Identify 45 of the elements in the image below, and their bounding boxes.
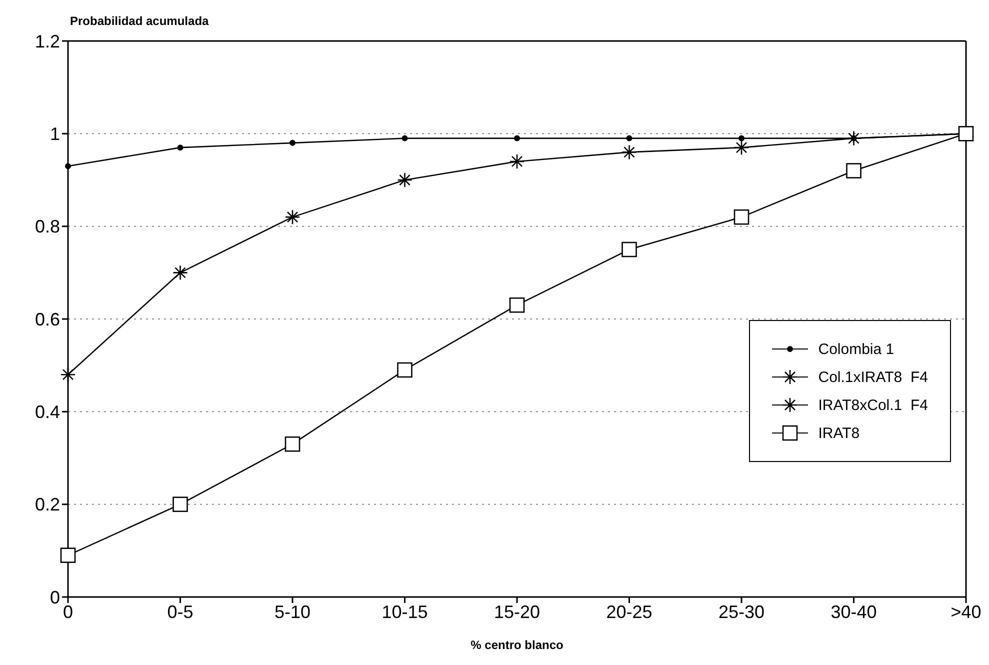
legend-label: Colombia 1 [818,340,894,358]
x-tick-label: 10-15 [382,602,428,622]
y-tick-label: 0 [50,587,60,608]
point [846,130,862,146]
x-tick-label: 30-40 [830,602,877,622]
point [290,140,296,146]
point [622,242,637,258]
point [402,135,408,142]
x-tick-label: 0 [62,602,74,622]
legend-label: Col.1xIRAT8 F4 [818,368,928,386]
x-tick-label: >40 [950,602,982,622]
x-tick-label: 5-10 [274,602,311,622]
point [734,140,750,156]
point [60,366,76,382]
y-tick-label: 1.2 [34,31,60,52]
point [514,135,520,142]
legend-label: IRAT8xCol.1 F4 [818,396,928,414]
y-tick-label: 0.4 [34,402,60,422]
point [177,144,184,151]
y-tick-label: 1 [50,124,60,144]
point [622,144,637,160]
x-tick-label: 20-25 [606,602,652,622]
x-tick-label: 25-30 [718,602,765,622]
point [509,297,525,313]
x-tick-label: 0-5 [167,602,194,622]
point [397,172,412,188]
legend-label: IRAT8 [818,424,860,442]
point [284,209,300,225]
x-axis-title: % centro blanco [470,638,564,652]
y-tick-label: 0.8 [34,216,60,237]
point [397,362,412,378]
point [65,163,71,170]
point [284,436,300,452]
point [734,209,750,225]
point [60,548,76,563]
x-tick-label: 15-20 [494,602,540,622]
point [509,154,525,170]
point [846,163,862,178]
point [172,265,188,280]
point [172,496,188,512]
point [738,135,744,142]
point [626,135,632,142]
y-tick-label: 0.2 [34,494,60,515]
y-tick-label: 0.6 [34,309,60,330]
y-axis-title: Probabilidad acumulada [70,14,209,28]
